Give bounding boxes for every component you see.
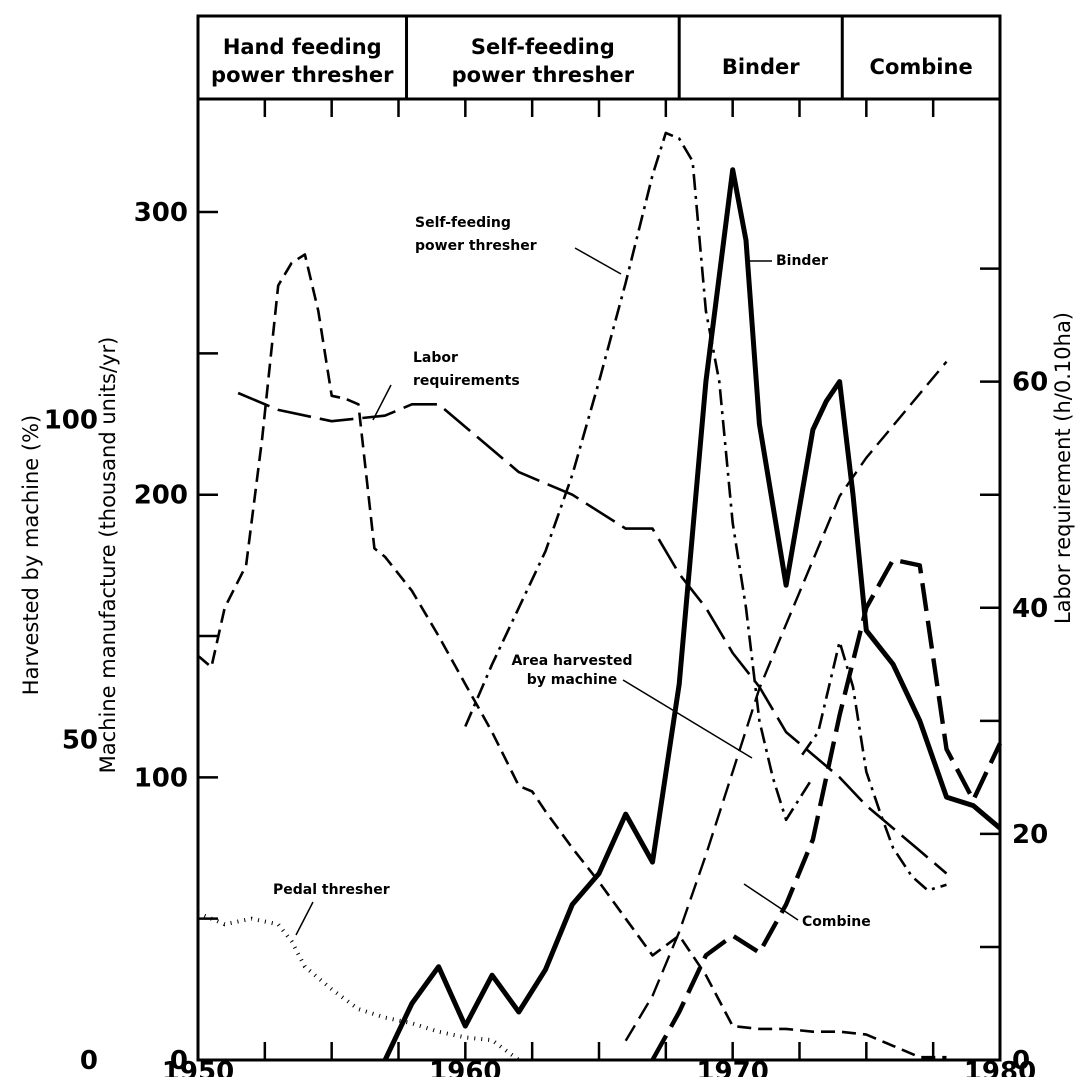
series-line-combine (650, 557, 1002, 1062)
band-label: Binder (722, 55, 800, 79)
y-axes: 0 100 200 300 0 50 100 0 20 40 60 Harvested by mach… (19, 198, 1075, 1076)
series-label: Combine (802, 914, 871, 930)
series-line-combine-upper (801, 640, 947, 892)
series-label: Area harvested (511, 653, 632, 669)
band-label: power thresher (211, 63, 394, 87)
plot-frame (196, 14, 1002, 1062)
x-tick-label: 1960 (429, 1057, 501, 1077)
leader-line (372, 384, 392, 421)
band-label: Self-feeding (471, 35, 615, 59)
series-label: Binder (776, 253, 828, 269)
leader-line (743, 883, 799, 921)
y-axis-title-manufacture: Machine manufacture (thousand units/yr) (96, 337, 120, 774)
series-line-labor-requirements (237, 391, 948, 875)
series-label: requirements (413, 373, 520, 389)
y-tick-label-percent: 0 (80, 1046, 98, 1076)
y-axis-title-labor: Labor requirement (h/0.10ha) (1051, 312, 1075, 624)
y-tick-label-manufacture: 100 (134, 763, 188, 793)
leader-line (622, 679, 753, 759)
y-tick-label-percent: 50 (62, 726, 98, 756)
series-group (197, 131, 1002, 1062)
series-label: power thresher (415, 238, 537, 254)
series-line-area-harvested-by-machine (624, 360, 948, 1042)
y-tick-label-labor: 20 (1012, 820, 1048, 850)
x-tick-label: 1980 (964, 1057, 1036, 1077)
band-label: Combine (870, 55, 973, 79)
series-line-pedal-thresher (197, 911, 520, 1062)
series-label: Labor (413, 350, 458, 366)
series-label: Pedal thresher (273, 882, 390, 898)
y-tick-label-labor: 40 (1012, 594, 1048, 624)
leader-line (295, 901, 314, 936)
y-axis-title-percent: Harvested by machine (%) (19, 415, 43, 695)
series-line-hand-feeding-power-thresher (197, 253, 947, 1059)
leader-line (574, 247, 622, 275)
series-label: Self-feeding (415, 215, 511, 231)
series-annotations: Self-feeding power thresher Binder Labor req… (273, 215, 871, 936)
y-tick-label-labor: 60 (1012, 368, 1048, 398)
y-tick-label-manufacture: 300 (134, 198, 188, 228)
y-tick-label-manufacture: 0 (170, 1046, 188, 1076)
x-tick-label: 1970 (696, 1057, 768, 1077)
band-label: power thresher (452, 63, 635, 87)
x-axis: 1950 1960 1970 1980 (162, 99, 1036, 1077)
y-tick-label-percent: 100 (44, 405, 98, 435)
y-tick-label-labor: 0 (1012, 1046, 1030, 1076)
series-line-binder (382, 167, 1002, 1062)
series-line-self-feeding-power-thresher (464, 131, 814, 822)
band-header: Hand feeding power thresher Self-feeding po… (211, 16, 973, 99)
series-label: by machine (527, 672, 618, 688)
y-tick-label-manufacture: 200 (134, 481, 188, 511)
band-label: Hand feeding (223, 35, 382, 59)
x-tick-label: 1950 (162, 1057, 234, 1077)
